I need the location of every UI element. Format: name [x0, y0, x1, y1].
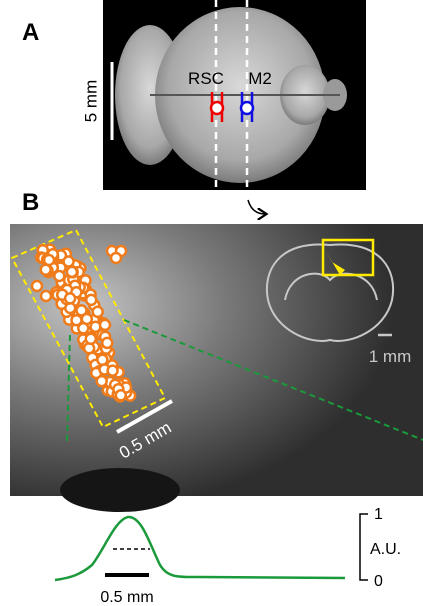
- ventricle: [60, 468, 180, 512]
- cell: [97, 355, 107, 365]
- scale-label: 1 mm: [369, 347, 412, 366]
- cell: [54, 271, 64, 281]
- cell: [44, 255, 54, 265]
- cell: [64, 257, 74, 267]
- cell: [86, 295, 96, 305]
- au-bracket: [360, 514, 368, 580]
- scale-label: 5 mm: [81, 80, 100, 123]
- cell: [41, 291, 51, 301]
- intensity-profile: [55, 517, 345, 580]
- cell: [32, 281, 42, 291]
- scale-label: 0.5 mm: [100, 589, 153, 606]
- figure: A 5 mm RSC M2 B 0.5 mm 1 mm 0.5 mm 1 A.U…: [0, 0, 423, 606]
- cell: [67, 267, 77, 277]
- cell: [116, 390, 126, 400]
- cell: [111, 253, 121, 263]
- axis-top: 1: [374, 506, 383, 523]
- cell: [108, 366, 118, 376]
- cell: [100, 320, 110, 330]
- cell: [93, 307, 103, 317]
- region-label: RSC: [188, 69, 224, 88]
- axis-bottom: 0: [374, 573, 383, 590]
- axis-label: A.U.: [370, 541, 401, 558]
- arrow: [248, 200, 265, 214]
- cell: [102, 338, 112, 348]
- cell: [78, 323, 88, 333]
- cell: [65, 293, 75, 303]
- region-label: M2: [248, 69, 272, 88]
- panel-label: A: [22, 19, 39, 46]
- cell: [86, 334, 96, 344]
- panel-label: B: [22, 189, 39, 216]
